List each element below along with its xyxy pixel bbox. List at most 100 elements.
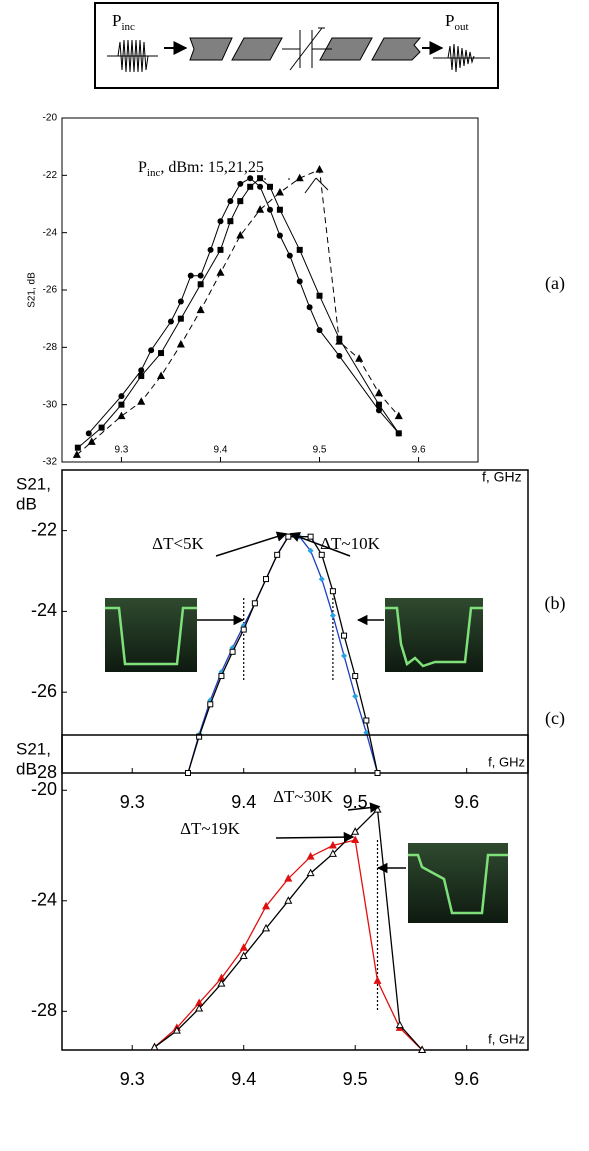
series-line bbox=[76, 168, 400, 456]
point bbox=[318, 576, 325, 583]
annotation-separator: , bbox=[244, 159, 248, 176]
waveguide bbox=[189, 37, 422, 61]
point bbox=[216, 268, 225, 276]
point bbox=[227, 218, 234, 225]
annotation-suffix: , dBm: bbox=[160, 159, 208, 176]
series-annotation: ΔT~19K bbox=[180, 819, 241, 838]
point bbox=[284, 874, 293, 882]
series-line bbox=[88, 177, 400, 434]
point bbox=[256, 205, 265, 213]
point bbox=[352, 673, 359, 680]
point bbox=[148, 347, 155, 354]
y-tick-label: -32 bbox=[43, 457, 58, 468]
point bbox=[176, 339, 185, 348]
panel-label: (c) bbox=[545, 708, 565, 729]
point bbox=[341, 632, 348, 639]
capacitor bbox=[282, 27, 332, 71]
point bbox=[261, 901, 271, 910]
point bbox=[237, 198, 244, 205]
point bbox=[307, 533, 314, 540]
point bbox=[85, 430, 92, 437]
input-label-sub: inc bbox=[121, 21, 135, 33]
point bbox=[307, 547, 314, 554]
point bbox=[150, 1042, 159, 1051]
point bbox=[227, 198, 234, 205]
x-tick-label: 9.4 bbox=[231, 792, 256, 812]
annotation-arrow bbox=[289, 532, 351, 557]
power-annotation: Pinc, dBm: 15,21,25 bbox=[138, 159, 264, 179]
series-line bbox=[187, 536, 379, 774]
point bbox=[315, 165, 324, 173]
point bbox=[284, 896, 293, 904]
x-tick-label: 9.5 bbox=[343, 792, 368, 812]
point bbox=[118, 401, 125, 408]
y-tick-label: -20 bbox=[31, 779, 57, 799]
point bbox=[418, 1045, 427, 1053]
series-line bbox=[154, 808, 423, 1051]
point bbox=[217, 979, 226, 987]
x-tick-label: 9.6 bbox=[454, 792, 479, 812]
input-pulse bbox=[107, 39, 158, 73]
annotation-sub: inc bbox=[147, 167, 161, 179]
setup-diagram: Pinc Pout bbox=[94, 2, 499, 89]
x-axis-label: f, GHz bbox=[488, 754, 525, 769]
point bbox=[351, 827, 360, 835]
point bbox=[274, 551, 281, 558]
point bbox=[395, 430, 402, 437]
x-tick-label: 9.5 bbox=[313, 445, 327, 456]
point bbox=[229, 648, 236, 655]
y-tick-label: -28 bbox=[31, 762, 57, 782]
input-label: Pinc bbox=[112, 11, 135, 33]
point bbox=[267, 206, 273, 213]
y-tick-label: -26 bbox=[43, 285, 58, 296]
annotation-arrow bbox=[347, 802, 381, 813]
scope-inset bbox=[408, 843, 508, 923]
scope-trace bbox=[105, 606, 197, 666]
point bbox=[172, 1026, 181, 1034]
point bbox=[306, 852, 315, 860]
point bbox=[74, 444, 81, 451]
x-tick-label: 9.3 bbox=[120, 1069, 145, 1089]
point bbox=[316, 292, 323, 299]
y-tick-label: -22 bbox=[43, 170, 58, 181]
diagram-frame bbox=[94, 2, 499, 89]
input-label-main: P bbox=[112, 11, 121, 30]
panel-label: (a) bbox=[545, 273, 565, 294]
x-tick-label: 9.6 bbox=[412, 445, 426, 456]
series-annotation: ΔT~10K bbox=[320, 534, 381, 553]
point bbox=[296, 278, 303, 285]
scope-trace bbox=[385, 606, 483, 668]
point bbox=[336, 352, 343, 359]
scope-inset bbox=[385, 598, 483, 672]
point bbox=[247, 175, 254, 182]
point bbox=[295, 173, 304, 182]
point bbox=[375, 401, 382, 408]
point bbox=[197, 281, 204, 288]
point bbox=[137, 397, 146, 405]
point bbox=[72, 450, 81, 458]
point bbox=[318, 551, 325, 558]
point bbox=[363, 729, 370, 736]
point bbox=[177, 315, 184, 322]
point bbox=[267, 183, 273, 190]
point bbox=[218, 673, 225, 680]
point bbox=[257, 175, 264, 182]
point bbox=[316, 327, 323, 334]
point bbox=[374, 770, 381, 776]
y-tick-label: -28 bbox=[43, 342, 58, 353]
point bbox=[239, 951, 248, 960]
x-tick-label: 9.4 bbox=[231, 1069, 256, 1089]
x-tick-label: 9.3 bbox=[114, 445, 128, 456]
point bbox=[237, 180, 244, 187]
annotation-separator: , bbox=[224, 159, 228, 176]
point bbox=[335, 337, 344, 345]
point bbox=[239, 943, 248, 951]
panel-label: (b) bbox=[545, 593, 566, 614]
point bbox=[138, 367, 145, 374]
point bbox=[275, 187, 284, 196]
point bbox=[217, 246, 224, 253]
point bbox=[352, 693, 359, 700]
x-tick-label: 9.5 bbox=[343, 1069, 368, 1089]
point bbox=[138, 373, 145, 379]
